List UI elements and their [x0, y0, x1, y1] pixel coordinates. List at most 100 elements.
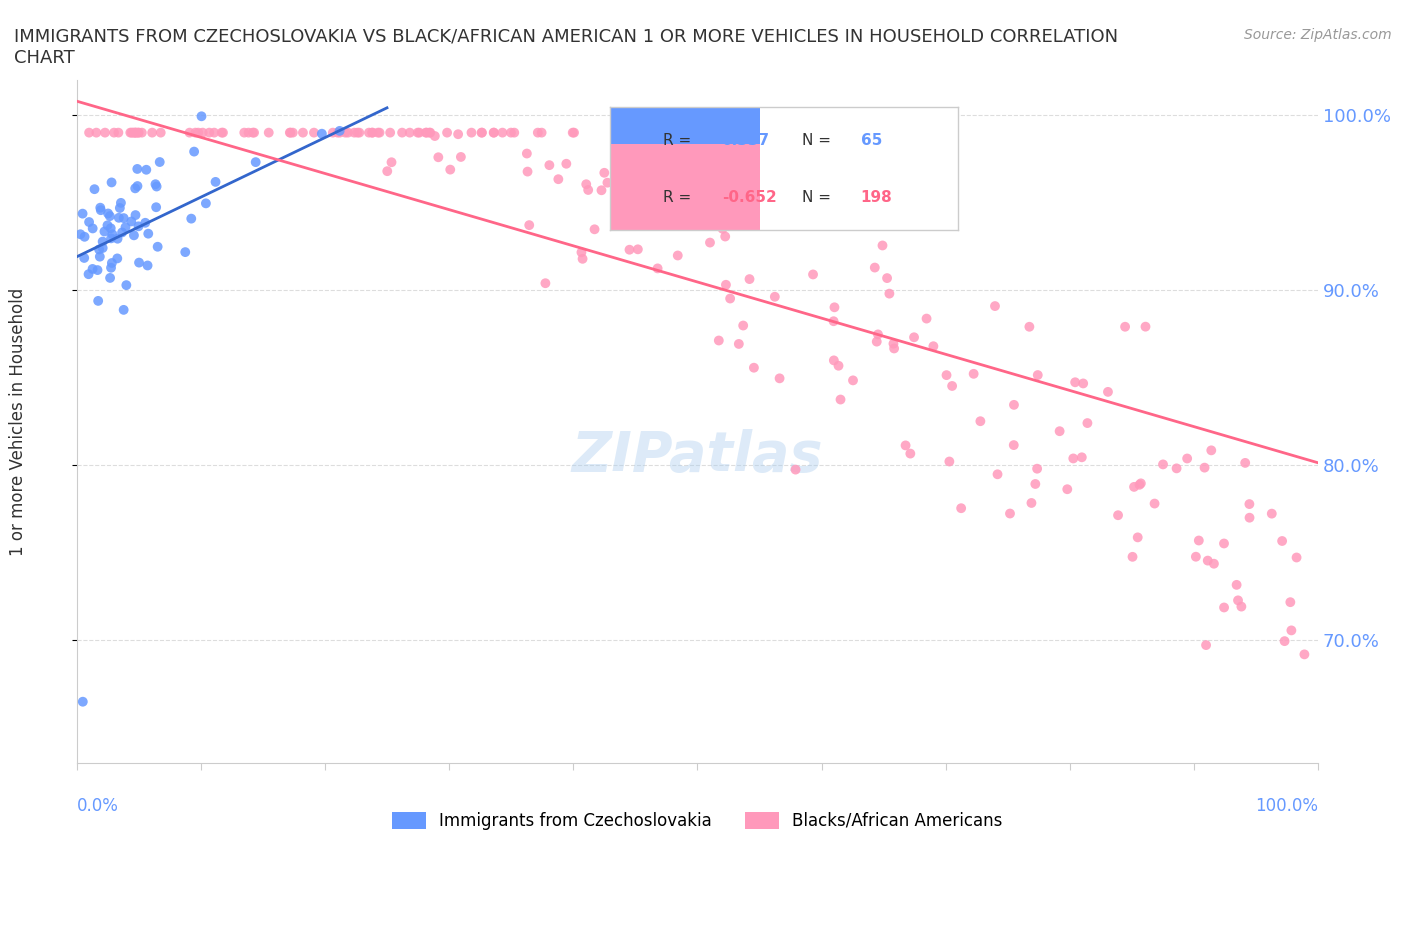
Point: [1049, 424, 1071, 439]
Point: [547, 172, 569, 187]
Point: [1070, 450, 1092, 465]
Point: [183, 144, 205, 159]
Point: [1230, 599, 1253, 614]
Y-axis label: 1 or more Vehicles in Household: 1 or more Vehicles in Household: [8, 287, 27, 556]
Point: [368, 126, 391, 140]
Point: [136, 226, 159, 241]
Point: [714, 229, 737, 244]
Point: [1175, 451, 1198, 466]
Point: [697, 199, 720, 214]
Point: [211, 126, 233, 140]
Point: [555, 156, 578, 171]
Point: [447, 126, 470, 141]
Point: [105, 251, 128, 266]
Point: [915, 312, 938, 326]
Point: [326, 126, 349, 140]
Point: [439, 162, 461, 177]
Point: [903, 330, 925, 345]
Point: [191, 126, 214, 140]
Point: [763, 289, 786, 304]
Point: [107, 232, 129, 246]
Point: [145, 200, 167, 215]
Point: [436, 126, 458, 140]
Point: [616, 187, 638, 202]
Point: [876, 271, 898, 286]
Point: [93, 224, 115, 239]
Point: [938, 454, 960, 469]
Point: [830, 392, 852, 407]
Point: [97, 206, 120, 221]
Point: [838, 211, 860, 226]
Point: [427, 150, 450, 165]
Point: [357, 126, 380, 140]
Point: [1076, 416, 1098, 431]
Point: [335, 126, 357, 140]
Point: [120, 214, 142, 229]
Point: [190, 109, 212, 124]
Point: [733, 318, 755, 333]
Point: [823, 313, 845, 328]
Point: [530, 126, 553, 140]
Point: [1239, 511, 1261, 525]
Point: [727, 337, 749, 352]
Point: [922, 339, 945, 353]
Point: [1194, 460, 1216, 475]
Point: [1062, 451, 1084, 466]
Point: [361, 126, 384, 140]
Point: [141, 126, 163, 140]
Point: [128, 255, 150, 270]
Point: [146, 239, 169, 254]
Point: [561, 126, 583, 140]
Point: [866, 327, 889, 342]
Point: [238, 126, 260, 140]
Point: [714, 277, 737, 292]
Point: [516, 164, 538, 179]
Point: [233, 126, 256, 140]
Point: [516, 146, 538, 161]
Point: [711, 221, 734, 236]
Point: [120, 126, 142, 140]
Point: [1135, 319, 1157, 334]
Point: [127, 179, 149, 193]
Point: [1056, 482, 1078, 497]
Point: [1166, 461, 1188, 476]
Point: [135, 163, 157, 178]
Point: [666, 248, 689, 263]
Point: [91, 241, 114, 256]
Point: [571, 251, 593, 266]
Point: [1128, 477, 1150, 492]
Point: [128, 126, 150, 140]
Point: [115, 278, 138, 293]
Point: [98, 208, 121, 223]
Point: [100, 175, 122, 190]
Point: [1279, 595, 1302, 610]
Point: [180, 211, 202, 226]
Point: [83, 181, 105, 196]
Point: [329, 126, 352, 140]
Point: [110, 195, 132, 210]
Point: [311, 126, 333, 141]
Point: [134, 216, 156, 231]
Point: [633, 126, 655, 140]
Point: [482, 126, 505, 140]
Point: [562, 126, 585, 140]
Point: [471, 126, 494, 140]
Point: [1226, 578, 1249, 592]
Point: [828, 180, 851, 195]
Point: [969, 414, 991, 429]
Point: [378, 126, 401, 140]
Point: [398, 126, 420, 140]
Point: [482, 126, 505, 140]
Point: [100, 220, 122, 235]
Point: [1239, 497, 1261, 512]
Point: [82, 261, 104, 276]
Point: [124, 181, 146, 196]
Point: [122, 228, 145, 243]
Point: [69, 227, 91, 242]
Point: [883, 341, 905, 356]
Point: [986, 467, 1008, 482]
Point: [423, 128, 446, 143]
Point: [194, 196, 217, 211]
Point: [1294, 647, 1316, 662]
Point: [1002, 397, 1025, 412]
